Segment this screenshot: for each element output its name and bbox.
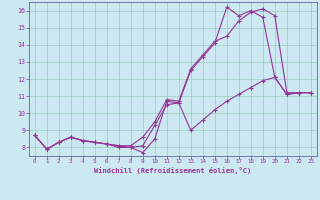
- X-axis label: Windchill (Refroidissement éolien,°C): Windchill (Refroidissement éolien,°C): [94, 167, 252, 174]
